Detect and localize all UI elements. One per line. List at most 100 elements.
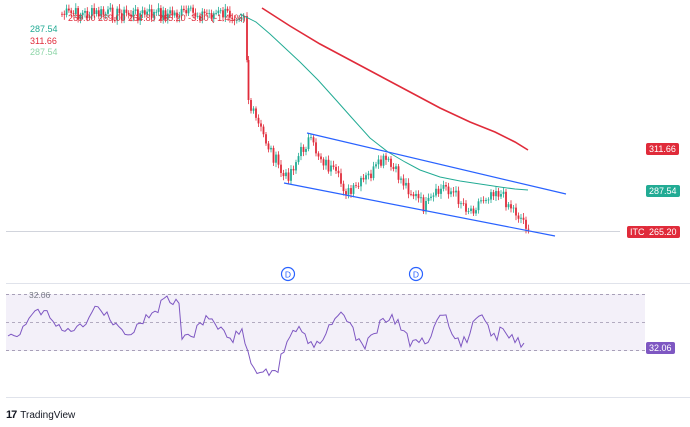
candle-body xyxy=(355,185,357,187)
candle-body xyxy=(272,147,275,163)
candle-body xyxy=(302,146,305,152)
candle-body xyxy=(310,137,312,139)
candle-body xyxy=(365,175,367,180)
candle-body xyxy=(475,210,477,214)
candle-body xyxy=(118,8,121,14)
ma-short-line xyxy=(239,13,529,191)
candle-body xyxy=(196,16,199,17)
candle-body xyxy=(104,13,107,15)
candle-body xyxy=(340,173,342,184)
candle-body xyxy=(290,168,292,181)
candle-body xyxy=(114,20,116,21)
candle-body xyxy=(275,154,277,163)
candle-body xyxy=(455,190,457,193)
candle-body xyxy=(194,12,197,17)
candle-body xyxy=(146,11,148,15)
candle-body xyxy=(452,191,455,193)
candle-body xyxy=(485,199,487,201)
candle-body xyxy=(417,193,420,199)
channel-lower-line[interactable] xyxy=(283,182,556,237)
candle-body xyxy=(215,13,217,14)
candle-body xyxy=(330,165,332,172)
candle-body xyxy=(61,13,63,15)
candle-body xyxy=(120,13,123,21)
candle-body xyxy=(252,108,255,111)
candle-body xyxy=(362,177,365,180)
candle-body xyxy=(292,168,295,171)
ohlc-readout: 269.00 269.00 264.80 265.20 -3.80 (-1.41… xyxy=(68,13,246,23)
candle-body xyxy=(515,207,517,216)
candle-body xyxy=(332,165,335,167)
candle-body xyxy=(132,10,135,17)
dividend-marker[interactable]: D xyxy=(280,266,296,282)
candle-body xyxy=(430,196,432,198)
ma-long-line xyxy=(261,7,529,151)
symbol-label: ITC xyxy=(627,226,648,238)
candle-body xyxy=(427,197,430,202)
legend-ma-extra-value: 287.54 xyxy=(30,47,58,57)
candle-body xyxy=(139,13,142,21)
candle-body xyxy=(490,192,492,200)
candle-body xyxy=(507,204,510,208)
candle-body xyxy=(415,193,417,197)
candle-body xyxy=(320,156,322,160)
candle-body xyxy=(492,192,495,197)
candle-body xyxy=(277,154,280,165)
indicator-legend: 287.54 311.66 287.54 xyxy=(30,24,58,59)
candle-body xyxy=(425,201,427,212)
candle-body xyxy=(208,13,211,14)
candle-body xyxy=(442,185,445,189)
candle-body xyxy=(224,8,227,18)
candle-body xyxy=(250,100,252,111)
candle-body xyxy=(116,8,119,21)
dividend-marker[interactable]: D xyxy=(408,266,424,282)
candle-body xyxy=(160,8,162,20)
candle-body xyxy=(400,178,402,180)
tradingview-brand[interactable]: 17 TradingView xyxy=(6,409,75,421)
candle-body xyxy=(345,191,347,195)
candle-body xyxy=(295,162,297,171)
candle-body xyxy=(337,170,340,174)
candle-body xyxy=(307,137,310,150)
candle-body xyxy=(257,117,260,124)
candle-body xyxy=(487,199,490,201)
channel-upper-line[interactable] xyxy=(306,132,567,195)
candle-body xyxy=(370,173,372,179)
rsi-top-label: 32.06 xyxy=(29,290,51,300)
candle-body xyxy=(305,149,307,152)
candle-body xyxy=(192,7,194,13)
candle-body xyxy=(238,19,240,20)
candle-body xyxy=(402,178,405,186)
candle-body xyxy=(65,8,68,15)
candle-body xyxy=(460,203,462,205)
candlestick-series xyxy=(61,3,530,234)
candle-body xyxy=(335,166,337,171)
candle-body xyxy=(173,12,176,16)
candle-body xyxy=(246,15,248,60)
candle-body xyxy=(229,10,231,18)
candle-body xyxy=(185,10,188,14)
candle-body xyxy=(512,207,515,209)
candle-body xyxy=(162,10,165,20)
candle-body xyxy=(130,14,132,17)
candle-body xyxy=(497,191,500,197)
candle-body xyxy=(280,164,282,173)
candle-body xyxy=(201,11,204,21)
candle-body xyxy=(247,60,250,100)
legend-ma-short-value: 287.54 xyxy=(30,24,58,34)
candle-body xyxy=(166,13,169,20)
candle-body xyxy=(222,10,224,18)
candle-body xyxy=(405,182,407,186)
candle-body xyxy=(148,9,151,12)
dividend-marker-label: D xyxy=(413,270,419,280)
candle-body xyxy=(91,8,93,17)
candle-body xyxy=(102,9,105,15)
candle-body xyxy=(500,194,502,197)
candle-body xyxy=(385,155,387,160)
candle-body xyxy=(242,15,245,18)
candle-body xyxy=(203,11,206,14)
candle-body xyxy=(180,8,183,17)
candle-body xyxy=(462,203,465,205)
candle-body xyxy=(93,8,96,14)
